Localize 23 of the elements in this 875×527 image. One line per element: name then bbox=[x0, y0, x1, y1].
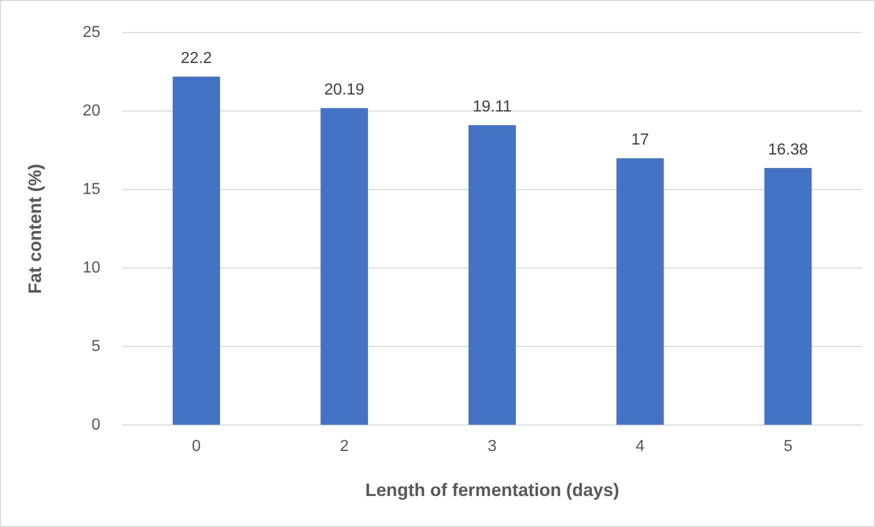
x-tick-label: 2 bbox=[340, 438, 349, 456]
data-label: 19.11 bbox=[472, 98, 512, 116]
y-axis-title: Fat content (%) bbox=[24, 164, 45, 294]
y-tick-label: 0 bbox=[91, 416, 100, 434]
bar bbox=[616, 158, 664, 425]
x-tick-label: 5 bbox=[784, 438, 793, 456]
y-tick-label: 15 bbox=[82, 181, 100, 198]
x-tick-label: 3 bbox=[488, 438, 497, 456]
x-tick-label: 0 bbox=[192, 438, 201, 456]
data-label: 20.19 bbox=[324, 82, 364, 99]
x-axis-title: Length of fermentation (days) bbox=[365, 480, 620, 500]
data-label: 22.2 bbox=[180, 50, 212, 67]
y-tick-label: 20 bbox=[82, 102, 100, 120]
bar bbox=[468, 125, 516, 425]
data-label: 16.38 bbox=[768, 141, 808, 158]
bar bbox=[764, 168, 812, 425]
bar bbox=[320, 108, 368, 425]
y-tick-label: 25 bbox=[82, 24, 100, 42]
data-label: 17 bbox=[631, 132, 650, 149]
y-tick-label: 5 bbox=[91, 338, 100, 356]
y-tick-label: 10 bbox=[82, 260, 100, 277]
bar bbox=[172, 76, 220, 425]
x-tick-label: 4 bbox=[636, 438, 645, 456]
